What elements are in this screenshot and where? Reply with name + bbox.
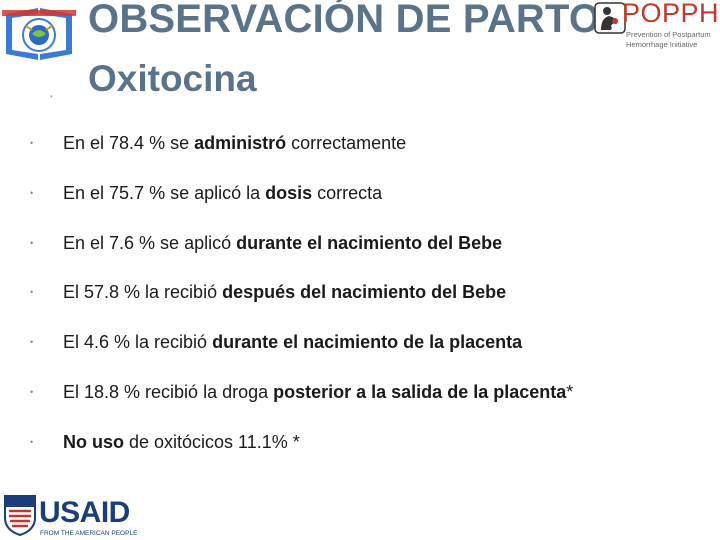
bullet-text: El 57.8 % la recibió después del nacimie…	[63, 277, 506, 307]
bullet-marker: •	[30, 386, 34, 397]
page-title: OBSERVACIÓN DE PARTO	[88, 0, 601, 41]
bullet-text: En el 75.7 % se aplicó la dosis correcta	[63, 178, 382, 208]
guatemala-emblem-icon	[2, 8, 76, 60]
bullet-marker: •	[30, 436, 34, 447]
bullet-text-bold: después del nacimiento del Bebe	[222, 282, 507, 303]
bullet-item: • El 57.8 % la recibió después del nacimi…	[30, 277, 720, 327]
bullet-text-bold: durante el nacimiento de la placenta	[212, 332, 523, 353]
bullet-item: • En el 7.6 % se aplicó durante el nacimi…	[30, 228, 720, 278]
bullet-item: • En el 75.7 % se aplicó la dosis correct…	[30, 178, 720, 228]
usaid-tagline: FROM THE AMERICAN PEOPLE	[40, 530, 138, 537]
bullet-text-regular: El 18.8 % recibió la droga	[63, 381, 274, 402]
bullet-item: • El 4.6 % la recibió durante el nacimien…	[30, 327, 720, 377]
usaid-logo: USAID FROM THE AMERICAN PEOPLE	[2, 494, 137, 540]
bullet-marker: •	[30, 287, 34, 298]
bullet-text-tail: correcta	[312, 182, 383, 203]
popphi-tagline-line2: Hemorrhage Initiative	[626, 40, 698, 49]
bullet-text-bold: administró	[194, 133, 287, 153]
popphi-mother-child-icon	[594, 2, 626, 34]
usaid-seal-icon	[4, 495, 36, 536]
bullet-marker: •	[30, 337, 34, 348]
page-subtitle: Oxitocina	[88, 58, 257, 99]
bullet-text-bold: dosis	[265, 182, 313, 203]
usaid-wordmark: USAID	[39, 496, 130, 529]
bullet-text: En el 78.4 % se administró correctamente	[63, 128, 406, 158]
bullet-text-regular: El 57.8 % la recibió	[63, 282, 223, 303]
bullet-marker: •	[30, 138, 34, 148]
bullet-text-tail: *	[566, 381, 574, 402]
bullet-text-bold: No uso	[63, 431, 124, 452]
bullet-marker: •	[30, 237, 34, 248]
bullet-text: No uso de oxitócicos 11.1% *	[63, 427, 300, 457]
bullet-text: En el 7.6 % se aplicó durante el nacimie…	[63, 228, 502, 258]
bullet-text-bold: posterior a la salida de la placenta	[273, 381, 567, 402]
bullet-text: El 18.8 % recibió la droga posterior a l…	[63, 377, 573, 407]
bullet-text-regular: En el 75.7 % se aplicó la	[63, 182, 266, 203]
bullet-text: El 4.6 % la recibió durante el nacimient…	[63, 327, 522, 357]
bullet-text-bold: durante el nacimiento del Bebe	[236, 232, 503, 253]
bullet-list: • En el 78.4 % se administró correctament…	[30, 128, 720, 477]
bullet-text-tail: correctamente	[286, 133, 407, 153]
bullet-item: • En el 78.4 % se administró correctament…	[30, 128, 720, 178]
bullet-item: • El 18.8 % recibió la droga posterior a …	[30, 377, 720, 427]
stray-bullet-dot: •	[50, 92, 53, 101]
bullet-text-regular: En el 78.4 % se	[63, 133, 195, 153]
bullet-text-tail: de oxitócicos 11.1% *	[124, 431, 300, 452]
bullet-text-regular: El 4.6 % la recibió	[63, 332, 213, 353]
popphi-logo-tagline: Prevention of Postpartum Hemorrhage Init…	[626, 30, 720, 50]
bullet-text-regular: En el 7.6 % se aplicó	[63, 232, 237, 253]
bullet-marker: •	[30, 187, 34, 198]
popphi-logo-name: POPPHI	[622, 0, 720, 28]
bullet-item: • No uso de oxitócicos 11.1% *	[30, 427, 720, 477]
popphi-tagline-line1: Prevention of Postpartum	[626, 30, 711, 39]
